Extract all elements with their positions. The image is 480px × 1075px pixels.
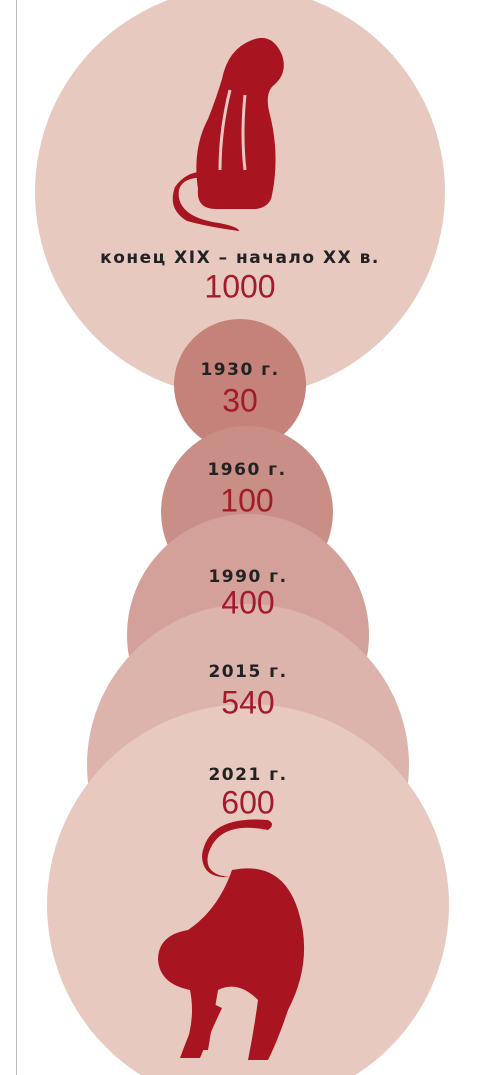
population-value: 540 bbox=[221, 684, 274, 720]
period-label: 1930 г. bbox=[200, 360, 279, 380]
period-label: 2015 г. bbox=[208, 662, 287, 682]
period-label: 2021 г. bbox=[208, 765, 287, 785]
population-value: 600 bbox=[221, 784, 274, 820]
period-label: 1960 г. bbox=[207, 460, 286, 480]
period-label: конец XIX – начало XX в. bbox=[100, 248, 380, 268]
population-value: 1000 bbox=[204, 268, 275, 304]
population-value: 400 bbox=[221, 584, 274, 620]
population-value: 100 bbox=[220, 482, 273, 518]
infographic: конец XIX – начало XX в.1000 1930 г.30 196… bbox=[0, 0, 480, 1075]
population-value: 30 bbox=[222, 382, 258, 418]
